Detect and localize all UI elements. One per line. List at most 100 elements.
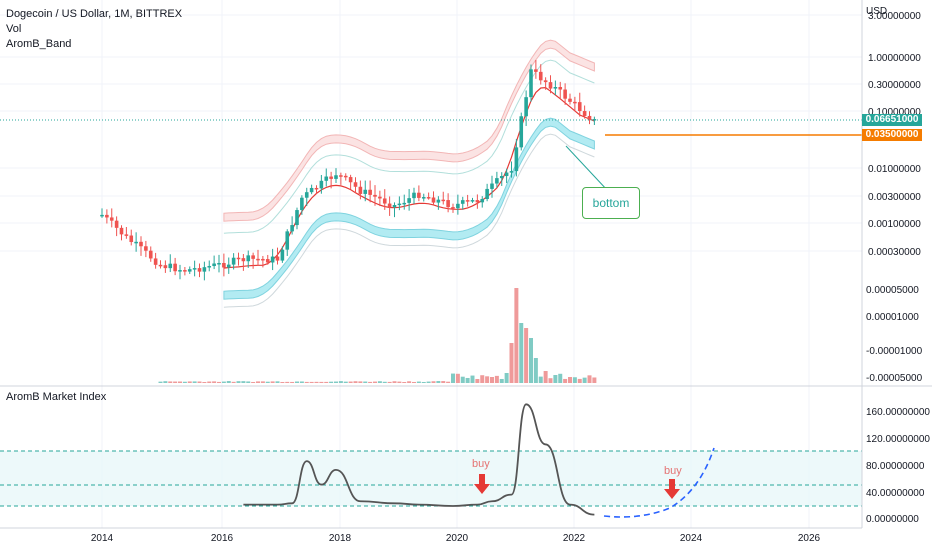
volume-bar (558, 373, 563, 383)
volume-bar (446, 381, 451, 383)
candle-body (378, 196, 382, 199)
volume-bar (382, 381, 387, 383)
volume-bar (529, 338, 533, 383)
upper-band (223, 39, 595, 222)
candle-body (490, 183, 494, 189)
volume-bar (324, 381, 329, 383)
candle-body (178, 270, 182, 272)
candle-body (407, 198, 411, 203)
candle-body (524, 97, 528, 117)
volume-bar (182, 381, 187, 383)
price-tick-label: 0.10000000 (868, 107, 921, 118)
bottom-annotation: bottom (582, 187, 640, 219)
candle-body (197, 268, 202, 272)
candle-body (470, 200, 475, 202)
candle-body (163, 265, 168, 269)
time-tick-label: 2014 (91, 533, 114, 544)
volume-bar (363, 381, 368, 383)
candle-body (192, 268, 197, 270)
buy-label-2: buy (664, 465, 682, 477)
candle-body (412, 192, 416, 199)
index-line (243, 403, 595, 516)
volume-bar (441, 381, 446, 383)
vol-label: Vol (6, 23, 22, 35)
volume-bar (387, 381, 392, 383)
volume-bar (470, 375, 475, 383)
volume-bar (412, 381, 416, 383)
volume-bar (465, 377, 470, 383)
bottom-pointer (565, 145, 609, 192)
candle-body (139, 241, 143, 247)
volume-bar (436, 381, 441, 383)
volume-bar (207, 381, 212, 383)
candle-body (280, 249, 285, 261)
volume-bar (348, 381, 353, 383)
buy-arrow-1 (474, 474, 490, 494)
price-tick-label: 0.00100000 (868, 219, 921, 230)
index-axis-labels: 160.00000000 120.00000000 80.00000000 40.00… (866, 407, 930, 525)
price-tick-label: 0.01000000 (868, 164, 921, 175)
candle-body (382, 198, 387, 204)
candle-body (499, 176, 504, 179)
candle-body (538, 71, 543, 81)
volume-bar (499, 378, 504, 383)
candle-body (426, 197, 431, 199)
candle-body (119, 227, 124, 235)
candle-body (168, 263, 173, 269)
candle-body (265, 259, 270, 263)
volume-bar (455, 373, 460, 383)
volume-bar (353, 381, 358, 383)
volume-axis-labels: 0.00005000 0.00001000 -0.00001000 -0.000050… (866, 285, 923, 384)
candle-body (368, 189, 372, 195)
price-tick-label: 3.00000000 (868, 11, 921, 22)
volume-bar (314, 381, 319, 383)
volume-bar (280, 381, 285, 383)
volume-bar (221, 381, 226, 383)
volume-bar (490, 377, 494, 383)
candle-body (456, 203, 460, 209)
volume-bar (163, 381, 168, 383)
volume-bar (568, 377, 572, 383)
candle-body (261, 258, 265, 261)
volume-bar (265, 381, 270, 383)
band-label: AromB_Band (6, 38, 72, 50)
candle-body (148, 250, 153, 259)
volume-bar (251, 381, 256, 383)
candle-body (431, 197, 436, 203)
volume-bar (270, 381, 275, 383)
candle-body (480, 198, 485, 203)
volume-bar (368, 381, 373, 383)
lower-band (223, 117, 595, 300)
index-tick-label: 160.00000000 (866, 407, 930, 418)
volume-bar (582, 377, 587, 383)
volume-bar (397, 381, 402, 383)
candle-body (226, 264, 231, 268)
candle-body (577, 102, 582, 112)
volume-bar (485, 376, 490, 383)
candle-body (129, 235, 134, 243)
candle-body (187, 269, 192, 272)
volume-bar (524, 328, 529, 383)
candle-body (460, 200, 465, 204)
candle-body (158, 264, 163, 267)
volume-bar (246, 381, 251, 383)
candle-body (217, 263, 221, 265)
volume-bar (504, 373, 509, 383)
volume-bar (533, 358, 538, 383)
candle-body (285, 231, 290, 250)
volume-bar (217, 381, 221, 383)
candle-body (587, 115, 592, 121)
candle-body (548, 82, 553, 89)
candle-body (124, 234, 129, 236)
candle-body (275, 256, 280, 261)
candle-body (421, 197, 426, 199)
index-zone (0, 451, 862, 506)
volume-bar (358, 381, 363, 383)
candle-body (441, 199, 446, 202)
volume-bars (158, 288, 597, 383)
candle-body (451, 207, 455, 209)
volume-bar (460, 376, 465, 383)
volume-bar (377, 381, 382, 383)
volume-bar (572, 377, 577, 383)
candle-body (319, 180, 324, 189)
